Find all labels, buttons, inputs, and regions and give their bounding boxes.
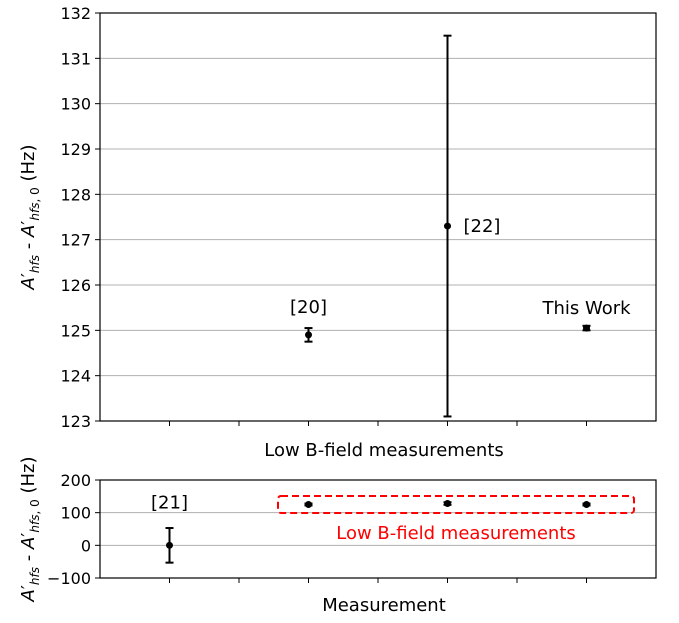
top-data-points: [20] [22] This Work	[290, 34, 631, 418]
bot-y-tick-label: 200	[60, 471, 91, 490]
top-y-tick-label: 129	[60, 140, 91, 159]
data-label: This Work	[541, 298, 631, 319]
top-y-tick-label: 126	[60, 276, 91, 295]
top-y-axis-label: A′hfs - A′hfs, 0 (Hz)	[18, 145, 42, 291]
data-label: [20]	[290, 297, 327, 318]
low-b-field-highlight-box	[277, 495, 635, 514]
bottom-data-points: [21]	[151, 492, 591, 564]
data-label: [22]	[464, 216, 501, 237]
data-point	[444, 222, 451, 230]
top-y-tick-label: 124	[60, 367, 91, 386]
top-x-axis-label: Low B-field measurements	[264, 440, 504, 461]
data-point	[444, 500, 451, 508]
low-b-field-annotation: Low B-field measurements	[336, 523, 576, 544]
bottom-y-ticks: −100 0 100 200	[47, 471, 100, 588]
top-y-tick-label: 128	[60, 185, 91, 204]
data-point	[583, 501, 590, 508]
bot-y-tick-label: −100	[47, 569, 91, 588]
data-point	[305, 501, 312, 508]
top-plot-frame	[99, 12, 657, 422]
top-y-tick-label: 125	[60, 321, 91, 340]
top-x-ticks	[169, 421, 587, 426]
bottom-x-ticks	[169, 578, 587, 583]
top-y-tick-label: 123	[60, 412, 91, 431]
top-y-ticks: 123 124 125 126 127 128 129 130 131 132	[60, 4, 100, 431]
bottom-x-axis-label: Measurement	[322, 595, 446, 616]
bottom-y-axis-label: A′hfs - A′hfs, 0 (Hz)	[18, 457, 42, 603]
top-panel: 123 124 125 126 127 128 129 130 131 132 [20] [22] T…	[18, 4, 657, 461]
top-gridlines	[100, 57, 656, 377]
data-label: [21]	[151, 492, 188, 513]
bot-y-tick-label: 100	[60, 504, 91, 523]
data-point	[583, 324, 590, 332]
top-y-tick-label: 131	[60, 49, 91, 68]
top-y-tick-label: 132	[60, 4, 91, 23]
bottom-panel: −100 0 100 200 [21] Low B-field measurement…	[18, 457, 657, 616]
data-point	[166, 541, 173, 549]
top-y-tick-label: 130	[60, 95, 91, 114]
data-point	[305, 331, 312, 339]
top-y-tick-label: 127	[60, 231, 91, 250]
bot-y-tick-label: 0	[81, 536, 91, 555]
bottom-gridlines	[100, 512, 656, 546]
